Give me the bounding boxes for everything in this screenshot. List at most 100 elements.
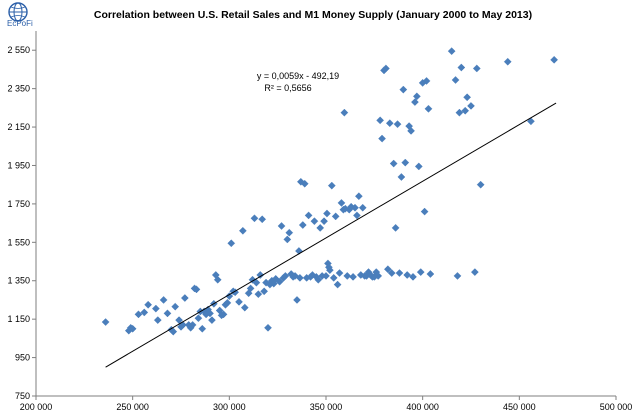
globe-icon xyxy=(8,2,28,22)
data-point xyxy=(159,296,168,304)
data-point xyxy=(358,203,367,212)
logo-text: EcPoFi xyxy=(7,19,33,28)
x-tick-label: 300 000 xyxy=(213,402,246,412)
data-point xyxy=(422,77,431,85)
data-point xyxy=(227,239,236,248)
data-point xyxy=(327,181,336,190)
data-point xyxy=(258,215,267,224)
data-point xyxy=(296,177,305,186)
data-point xyxy=(262,278,270,287)
data-point xyxy=(151,304,160,313)
data-point xyxy=(354,192,363,201)
data-point xyxy=(275,277,284,286)
data-point xyxy=(213,275,222,284)
y-tick-label: 2 550 xyxy=(7,45,30,55)
data-point xyxy=(343,272,352,280)
trendline-equation: y = 0,0059x - 492,19 xyxy=(257,71,339,81)
data-point xyxy=(416,268,425,276)
x-tick-label: 350 000 xyxy=(310,402,343,412)
data-point xyxy=(333,280,342,289)
data-point xyxy=(424,104,433,113)
data-point xyxy=(472,64,481,73)
data-point xyxy=(426,270,435,278)
data-point xyxy=(447,47,456,56)
y-tick-label: 2 350 xyxy=(7,84,30,94)
data-point xyxy=(351,203,359,212)
y-tick-label: 2 150 xyxy=(7,122,30,132)
data-point xyxy=(383,265,392,274)
data-point xyxy=(285,228,294,237)
data-point xyxy=(252,278,261,287)
data-point xyxy=(264,323,272,332)
data-point xyxy=(250,214,259,223)
data-point xyxy=(291,272,299,280)
trendline-r2: R² = 0,5656 xyxy=(264,83,311,93)
y-tick-label: 1 150 xyxy=(7,314,30,324)
data-point xyxy=(225,292,234,300)
data-point xyxy=(414,162,423,171)
y-tick-label: 1 950 xyxy=(7,160,30,170)
data-point xyxy=(461,106,470,115)
data-point xyxy=(527,117,535,126)
data-point xyxy=(349,273,357,281)
data-point xyxy=(451,76,460,84)
data-point xyxy=(240,303,249,312)
data-point xyxy=(260,287,269,296)
data-point xyxy=(382,64,390,73)
data-point xyxy=(194,314,203,323)
data-point xyxy=(281,272,290,280)
trendline xyxy=(105,102,557,368)
data-point xyxy=(308,271,317,279)
data-point xyxy=(171,302,180,311)
x-tick-label: 400 000 xyxy=(406,402,439,412)
data-point xyxy=(385,119,394,128)
data-point xyxy=(300,179,309,188)
data-point xyxy=(163,309,172,318)
data-point xyxy=(453,272,462,280)
data-point xyxy=(476,180,485,189)
data-point xyxy=(376,116,385,125)
data-point xyxy=(397,173,406,181)
data-point xyxy=(153,316,162,325)
data-point xyxy=(320,217,328,226)
data-point xyxy=(463,93,472,102)
data-point xyxy=(169,327,178,336)
axis-ticks: 200 000 250 000 300 000 350 000 400 000 450 0… xyxy=(7,45,632,412)
data-point xyxy=(335,269,344,277)
data-point xyxy=(254,290,263,299)
data-point xyxy=(409,273,417,281)
data-point xyxy=(295,247,303,255)
data-point xyxy=(337,199,346,207)
y-tick-label: 950 xyxy=(15,353,30,363)
data-point xyxy=(353,211,361,220)
data-point xyxy=(399,85,408,94)
data-point xyxy=(144,300,153,309)
data-point xyxy=(325,266,334,275)
data-point xyxy=(134,310,143,319)
data-point xyxy=(206,309,214,318)
data-points xyxy=(101,47,559,336)
x-tick-label: 200 000 xyxy=(20,402,53,412)
data-point xyxy=(407,127,415,135)
x-tick-label: 450 000 xyxy=(503,402,536,412)
data-point xyxy=(387,269,396,277)
data-point xyxy=(323,209,331,218)
data-point xyxy=(403,271,412,279)
data-point xyxy=(314,275,323,284)
chart-title: Correlation between U.S. Retail Sales an… xyxy=(94,9,532,21)
data-point xyxy=(246,284,255,293)
data-point xyxy=(128,324,137,333)
data-point xyxy=(219,310,228,319)
data-point xyxy=(316,224,325,232)
data-point xyxy=(238,226,247,235)
data-point xyxy=(331,212,340,221)
data-point xyxy=(412,92,421,101)
data-point xyxy=(391,224,400,232)
y-tick-label: 1 350 xyxy=(7,276,30,286)
data-point xyxy=(455,108,464,117)
data-point xyxy=(393,120,402,129)
y-tick-label: 1 750 xyxy=(7,199,30,209)
data-point xyxy=(322,272,330,280)
data-point xyxy=(503,57,512,66)
data-point xyxy=(389,159,398,168)
